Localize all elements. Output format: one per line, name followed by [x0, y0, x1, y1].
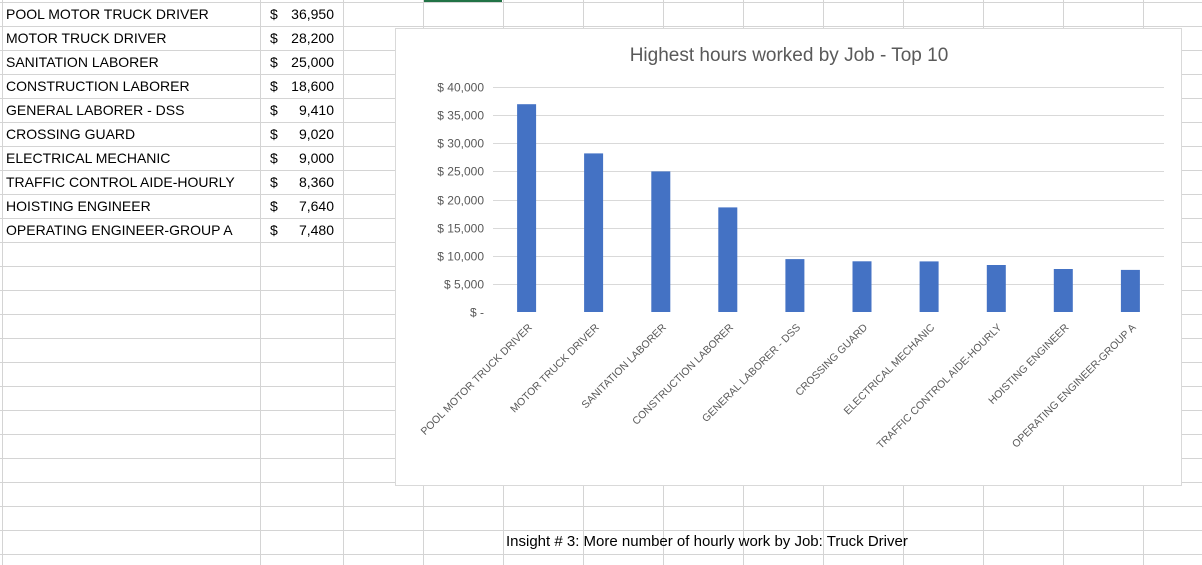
currency-symbol: $ — [270, 30, 278, 46]
amount-value: 8,360 — [298, 174, 334, 190]
y-tick-label: $ - — [470, 306, 484, 320]
amount-value: 25,000 — [291, 54, 334, 70]
job-cell[interactable]: HOISTING ENGINEER — [6, 198, 151, 214]
bar — [584, 153, 604, 312]
amount-cell[interactable]: $7,640 — [268, 194, 334, 218]
bar — [651, 171, 671, 312]
chart-title: Highest hours worked by Job - Top 10 — [630, 45, 949, 66]
currency-symbol: $ — [270, 174, 278, 190]
amount-value: 7,480 — [298, 222, 334, 238]
bar-chart[interactable]: Highest hours worked by Job - Top 10 $ - $… — [395, 28, 1182, 486]
currency-symbol: $ — [270, 222, 278, 238]
x-tick-label: OPERATING ENGINEER-GROUP A — [1010, 322, 1139, 451]
amount-value: 9,410 — [298, 102, 334, 118]
bar — [852, 261, 872, 312]
job-cell[interactable]: CONSTRUCTION LABORER — [6, 78, 190, 94]
insight-text: Insight # 3: More number of hourly work … — [506, 533, 908, 550]
amount-cell[interactable]: $25,000 — [268, 50, 334, 74]
bar — [919, 261, 939, 312]
currency-symbol: $ — [270, 198, 278, 214]
amount-value: 18,600 — [291, 78, 334, 94]
amount-cell[interactable]: $9,000 — [268, 146, 334, 170]
amount-cell[interactable]: $8,360 — [268, 170, 334, 194]
chart-canvas: Highest hours worked by Job - Top 10 $ - $… — [419, 45, 1164, 452]
y-tick-label: $ 30,000 — [437, 137, 484, 151]
amount-value: 9,000 — [298, 150, 334, 166]
currency-symbol: $ — [270, 126, 278, 142]
x-tick-label: POOL MOTOR TRUCK DRIVER — [419, 321, 535, 437]
amount-cell[interactable]: $36,950 — [268, 2, 334, 26]
bar — [785, 259, 805, 312]
bar — [718, 207, 738, 312]
y-tick-label: $ 20,000 — [437, 194, 484, 208]
selected-column-marker — [424, 0, 502, 2]
bar — [1053, 269, 1073, 312]
y-tick-label: $ 5,000 — [444, 278, 484, 292]
currency-symbol: $ — [270, 150, 278, 166]
amount-value: 9,020 — [298, 126, 334, 142]
job-cell[interactable]: ELECTRICAL MECHANIC — [6, 150, 171, 166]
y-tick-label: $ 10,000 — [437, 250, 484, 264]
bar — [986, 265, 1006, 312]
job-cell[interactable]: GENERAL LABORER - DSS — [6, 102, 185, 118]
currency-symbol: $ — [270, 78, 278, 94]
amount-cell[interactable]: $7,480 — [268, 218, 334, 242]
currency-symbol: $ — [270, 54, 278, 70]
amount-value: 7,640 — [298, 198, 334, 214]
job-cell[interactable]: MOTOR TRUCK DRIVER — [6, 30, 167, 46]
job-cell[interactable]: SANITATION LABORER — [6, 54, 159, 70]
job-cell[interactable]: OPERATING ENGINEER-GROUP A — [6, 222, 233, 238]
amount-value: 36,950 — [291, 6, 334, 22]
y-tick-label: $ 40,000 — [437, 81, 484, 95]
job-cell[interactable]: TRAFFIC CONTROL AIDE-HOURLY — [6, 174, 235, 190]
amount-cell[interactable]: $9,410 — [268, 98, 334, 122]
y-tick-label: $ 35,000 — [437, 109, 484, 123]
job-cell[interactable]: CROSSING GUARD — [6, 126, 136, 142]
currency-symbol: $ — [270, 6, 278, 22]
x-tick-label: CROSSING GUARD — [793, 321, 870, 398]
y-tick-label: $ 15,000 — [437, 222, 484, 236]
amount-cell[interactable]: $18,600 — [268, 74, 334, 98]
y-tick-label: $ 25,000 — [437, 165, 484, 179]
amount-value: 28,200 — [291, 30, 334, 46]
job-cell[interactable]: POOL MOTOR TRUCK DRIVER — [6, 6, 209, 22]
amount-cell[interactable]: $28,200 — [268, 26, 334, 50]
x-tick-label: TRAFFIC CONTROL AIDE-HOURLY — [875, 322, 1005, 452]
bar — [1120, 269, 1140, 312]
bar — [517, 104, 537, 312]
amount-cell[interactable]: $9,020 — [268, 122, 334, 146]
currency-symbol: $ — [270, 102, 278, 118]
